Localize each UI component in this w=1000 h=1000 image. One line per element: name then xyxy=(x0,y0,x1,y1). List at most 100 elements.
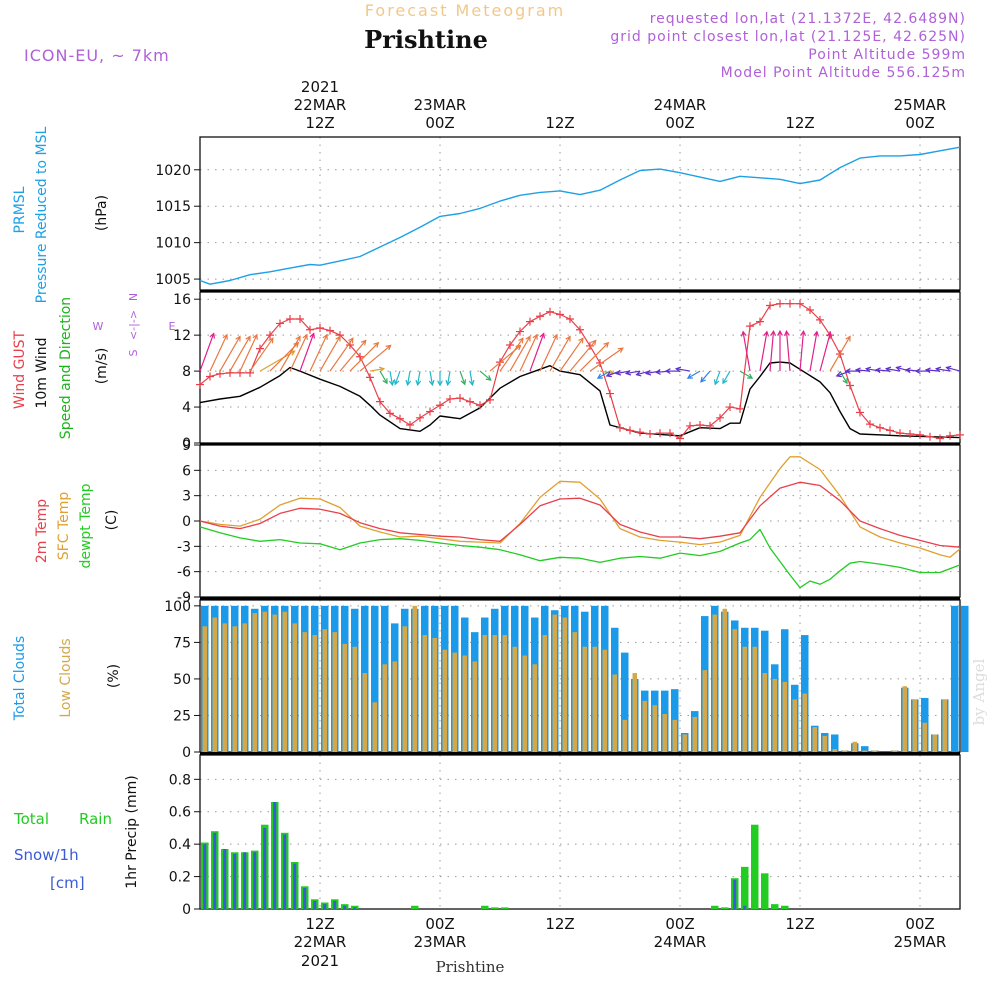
low-cloud-bar xyxy=(742,646,747,752)
cloud-unit: (%) xyxy=(106,664,122,688)
wind-direction-label: Speed and Direction xyxy=(58,297,74,439)
wind-arrow xyxy=(199,332,215,372)
gust-marker xyxy=(596,359,604,368)
wind-arrow-head xyxy=(245,335,251,342)
wind-arrow-shaft xyxy=(406,370,411,385)
rain-bar xyxy=(721,907,729,909)
wind-arrow xyxy=(299,332,315,372)
gust-marker xyxy=(896,429,904,438)
wind-arrow xyxy=(379,370,388,385)
y-tick-label: 16 xyxy=(173,292,191,308)
compass-west: W xyxy=(93,320,104,333)
prmsl-desc-label: Pressure Reduced to MSL xyxy=(34,126,50,303)
wind-arrow-head xyxy=(644,369,652,376)
snow-bar xyxy=(273,802,277,909)
model-label: ICON-EU, ~ 7km xyxy=(24,46,170,65)
gust-marker xyxy=(416,413,424,422)
gust-marker xyxy=(286,314,294,323)
low-cloud-bar xyxy=(202,626,207,752)
wind-arrow-shaft xyxy=(597,370,611,379)
wind-arrow-head xyxy=(293,341,300,348)
gust-marker xyxy=(216,369,224,378)
wind-arrow-head xyxy=(722,378,728,385)
low-cloud-bar xyxy=(472,661,477,752)
wind-arrow xyxy=(819,331,833,372)
wind-arrow-head xyxy=(770,329,777,337)
wind-arrow xyxy=(468,370,475,387)
prmsl-label: PRMSL xyxy=(12,186,28,233)
wind-arrow xyxy=(415,370,422,387)
compass-arrows: <-|-> xyxy=(127,310,140,340)
wind-arrow-shaft xyxy=(876,369,891,372)
snow-bar xyxy=(343,905,347,909)
wind-arrow-head xyxy=(209,332,215,339)
total-cloud-bar xyxy=(371,605,379,752)
grid-point-coords: grid point closest lon,lat (21.125E, 42.… xyxy=(610,29,966,45)
low-cloud-bar xyxy=(562,617,567,752)
precip-total-label: Total xyxy=(13,810,49,828)
gust-marker xyxy=(626,426,634,435)
wind-arrow-shaft xyxy=(219,336,241,372)
y-tick-label: 1020 xyxy=(155,163,191,179)
low-cloud-bar xyxy=(322,629,327,752)
low-cloud-bar xyxy=(452,652,457,752)
low-cloud-bar xyxy=(892,750,897,752)
gust-marker xyxy=(556,310,564,319)
low-cloud-bar xyxy=(262,611,267,752)
wind-arrow-shaft xyxy=(742,331,751,372)
snow-bar xyxy=(203,844,207,909)
gust-marker xyxy=(376,397,384,406)
snow-bar xyxy=(263,827,267,909)
low-cloud-bar xyxy=(532,664,537,752)
wind-arrow-shaft xyxy=(539,334,558,372)
y-tick-label: -6 xyxy=(177,565,191,581)
wind-arrow xyxy=(339,339,367,372)
low-cloud-bar xyxy=(902,686,907,752)
gust-marker xyxy=(756,317,764,326)
wind-arrow-shaft xyxy=(469,370,474,385)
wind-arrow xyxy=(239,333,258,372)
wind-arrow-shaft xyxy=(714,370,721,385)
snow-bar xyxy=(293,863,297,909)
wind-arrow xyxy=(369,366,386,373)
wind-arrow xyxy=(624,369,641,376)
wind-arrow-head xyxy=(539,332,545,339)
wind-arrow-head xyxy=(674,366,682,373)
wind-arrow xyxy=(829,335,851,372)
low-cloud-bar xyxy=(822,735,827,752)
low-cloud-bar xyxy=(512,646,517,752)
wind-arrow-shaft xyxy=(559,337,584,372)
wind-arrow-head xyxy=(393,379,400,386)
top-hour-label: 12Z xyxy=(545,114,574,132)
wind-arrow-shaft xyxy=(359,344,392,372)
wind-unit: (m/s) xyxy=(94,348,110,385)
wind-arrow xyxy=(924,367,941,374)
low-cloud-bar xyxy=(682,734,687,752)
bottom-date-label: 23MAR xyxy=(414,933,467,951)
gust-marker xyxy=(746,322,754,331)
gust-marker xyxy=(956,430,964,439)
top-hour-label: 12Z xyxy=(785,114,814,132)
wind-arrow-head xyxy=(405,379,412,387)
low-cloud-bar xyxy=(842,750,847,752)
gust-marker xyxy=(656,429,664,438)
wind-arrow-head xyxy=(525,335,531,342)
wind-arrow-head xyxy=(854,367,861,374)
wind-arrow-shaft xyxy=(886,368,901,372)
wind-arrow xyxy=(783,329,791,372)
wind-arrow-shaft xyxy=(429,370,434,385)
low-cloud-bar xyxy=(342,643,347,752)
wind-arrow-shaft xyxy=(199,333,215,372)
gust-marker xyxy=(646,430,654,439)
wind-arrow-head xyxy=(235,335,241,342)
y-tick-label: 0.8 xyxy=(169,772,191,788)
bottom-hour-label: 00Z xyxy=(425,915,454,933)
wind-arrow-shaft xyxy=(394,370,401,385)
gust-marker xyxy=(916,430,924,439)
wind-arrow xyxy=(945,365,961,372)
gust-marker xyxy=(936,434,944,443)
y-tick-label: 9 xyxy=(182,438,191,454)
wind-arrow xyxy=(674,366,691,373)
wind-arrow-head xyxy=(686,373,693,379)
low-cloud-bar xyxy=(652,705,657,752)
